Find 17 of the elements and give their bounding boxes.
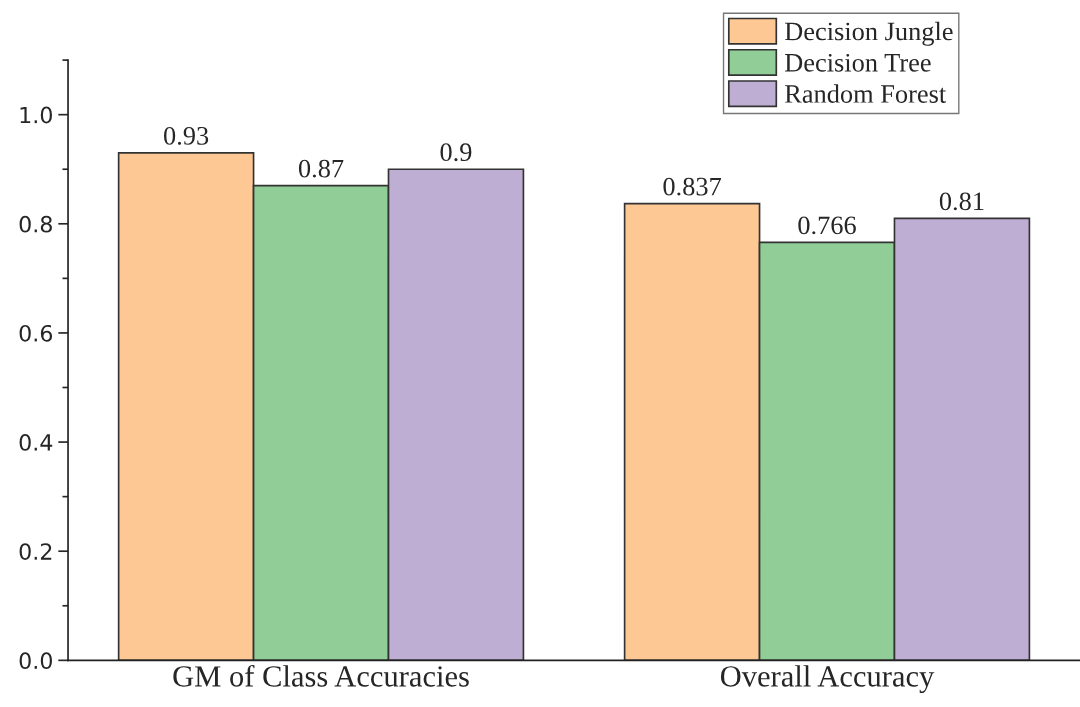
data-label: 0.93 — [164, 126, 209, 145]
data-label: 0.81 — [939, 192, 984, 211]
data-label: 0.766 — [798, 216, 856, 235]
y-tick-label: 0.8 — [19, 215, 52, 233]
x-tick-label: Overall Accuracy — [720, 665, 935, 693]
data-label: 0.837 — [663, 177, 722, 196]
y-tick-label: 0.4 — [19, 434, 53, 451]
data-label: 0.9 — [440, 143, 472, 162]
legend-label: Random Forest — [784, 84, 947, 103]
data-label: 0.87 — [298, 159, 344, 178]
y-tick-label: 0.6 — [19, 324, 53, 342]
legend-label: Decision Jungle — [784, 21, 953, 46]
y-tick-label: 1.0 — [20, 106, 52, 124]
y-tick-label: 0.0 — [19, 652, 52, 670]
x-tick-label: GM of Class Accuracies — [173, 664, 469, 687]
legend-label: Decision Tree — [784, 53, 931, 72]
y-tick-label: 0.2 — [19, 543, 52, 560]
